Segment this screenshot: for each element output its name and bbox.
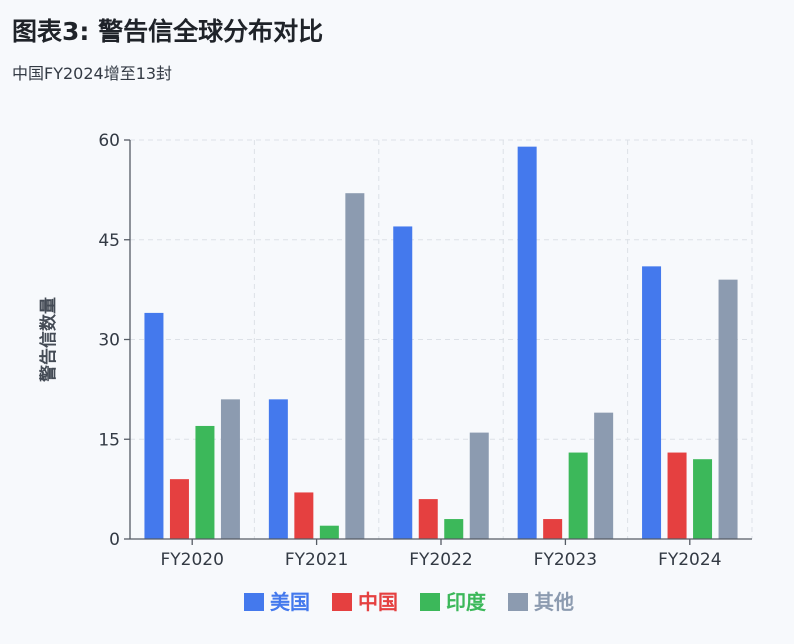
bar	[169, 479, 189, 539]
chart-title: 图表3: 警告信全球分布对比	[12, 17, 324, 46]
bar	[294, 492, 314, 539]
y-axis-label: 警告信数量	[38, 297, 59, 383]
legend-swatch	[332, 593, 352, 611]
legend-label: 中国	[358, 590, 398, 614]
y-tick-label: 0	[109, 530, 120, 550]
y-tick-label: 60	[98, 131, 120, 151]
bar	[718, 279, 738, 539]
y-tick-label: 45	[98, 231, 120, 251]
x-tick-label: FY2024	[658, 550, 721, 570]
legend-label: 印度	[446, 590, 487, 614]
bar	[594, 412, 614, 539]
x-tick-label: FY2023	[534, 550, 597, 570]
y-tick-label: 15	[98, 430, 120, 450]
y-tick-label: 30	[98, 331, 120, 351]
bar	[319, 525, 339, 539]
bar	[517, 146, 537, 539]
bar	[345, 193, 365, 539]
bar	[667, 452, 687, 539]
legend-swatch	[244, 593, 264, 611]
bar	[195, 425, 215, 539]
x-tick-label: FY2021	[285, 550, 348, 570]
bar	[220, 399, 240, 539]
bar	[642, 266, 662, 539]
legend-swatch	[508, 593, 528, 611]
bar	[543, 519, 563, 539]
bar	[444, 519, 464, 539]
x-tick-label: FY2020	[160, 550, 223, 570]
x-tick-label: FY2022	[409, 550, 472, 570]
legend-label: 其他	[534, 590, 574, 614]
bar	[418, 499, 438, 539]
bar	[693, 459, 713, 539]
bar	[393, 226, 413, 539]
bar	[268, 399, 288, 539]
legend-label: 美国	[270, 590, 310, 614]
bar	[144, 312, 164, 539]
bar	[568, 452, 588, 539]
chart-subtitle: 中国FY2024增至13封	[12, 64, 173, 83]
legend-swatch	[420, 593, 440, 611]
bar	[469, 432, 489, 539]
